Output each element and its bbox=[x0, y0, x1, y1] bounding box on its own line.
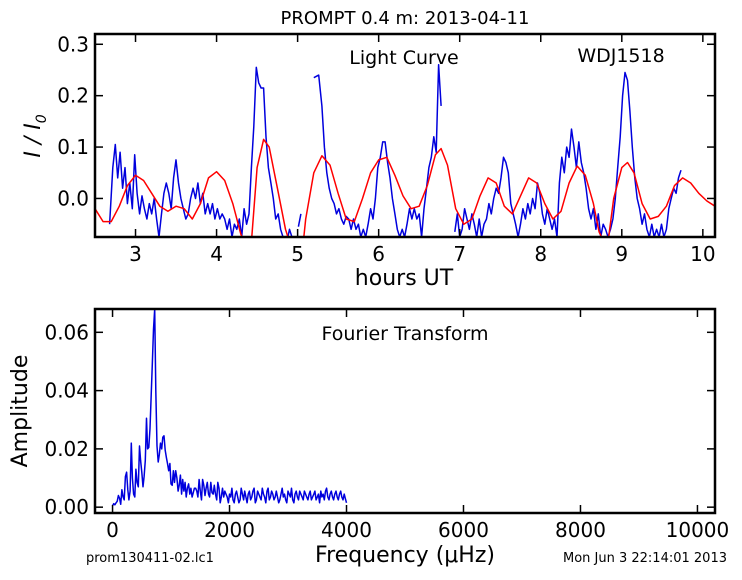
footer-left-filename: prom130411-02.lc1 bbox=[86, 551, 214, 566]
light-curve-annotation: Light Curve bbox=[349, 47, 459, 69]
figure-title: PROMPT 0.4 m: 2013-04-11 bbox=[281, 8, 530, 29]
fourier-xtick-label: 2000 bbox=[204, 518, 255, 542]
light-curve-xtick-label: 5 bbox=[291, 242, 304, 266]
light-curve-xtick-label: 7 bbox=[453, 242, 466, 266]
light-curve-xtick-label: 4 bbox=[210, 242, 223, 266]
ylabel-main: I / I bbox=[21, 123, 46, 157]
fourier-ylabel: Amplitude bbox=[8, 355, 33, 468]
fourier-series bbox=[111, 309, 348, 507]
fourier-xtick-label: 6000 bbox=[438, 518, 489, 542]
object-name-annotation: WDJ1518 bbox=[577, 45, 664, 67]
light-curve-ytick-label: 0.2 bbox=[57, 84, 89, 108]
light-curve-series-1-line-0 bbox=[95, 170, 244, 237]
light-curve-series-0-line-3 bbox=[313, 64, 442, 237]
light-curve-xtick-label: 8 bbox=[534, 242, 547, 266]
light-curve-xlabel: hours UT bbox=[355, 266, 454, 291]
light-curve-series bbox=[95, 64, 715, 237]
fourier-ytick-label: 0.02 bbox=[44, 437, 89, 461]
light-curve-series-0-line-2 bbox=[297, 213, 302, 227]
footer-right-timestamp: Mon Jun 3 22:14:01 2013 bbox=[563, 551, 727, 566]
fourier-xtick-label: 10000 bbox=[666, 518, 730, 542]
fourier-panel: 0 2000 4000 6000 8000 10000 0.00 0.02 0.04 0.06 F… bbox=[8, 307, 729, 568]
light-curve-frame bbox=[93, 32, 717, 239]
light-curve-ytick-label: 0.1 bbox=[57, 135, 89, 159]
fourier-xtick-label: 4000 bbox=[321, 518, 372, 542]
light-curve-ytick-label: 0.3 bbox=[57, 32, 89, 56]
light-curve-ylabel: I / I0 bbox=[21, 114, 50, 157]
light-curve-series-1-line-2 bbox=[303, 147, 603, 237]
fourier-xtick-label: 8000 bbox=[555, 518, 606, 542]
light-curve-xtick-label: 10 bbox=[690, 242, 715, 266]
fourier-annotation: Fourier Transform bbox=[321, 323, 488, 345]
light-curve-series-1-line-1 bbox=[251, 138, 289, 237]
light-curve-series-0-line-4 bbox=[454, 71, 682, 237]
fourier-ytick-label: 0.04 bbox=[44, 379, 89, 403]
light-curve-series-0-line-1 bbox=[287, 228, 293, 237]
light-curve-xtick-label: 9 bbox=[615, 242, 628, 266]
light-curve-xtick-label: 6 bbox=[372, 242, 385, 266]
fourier-ytick-label: 0.00 bbox=[44, 495, 89, 519]
fourier-xlabel: Frequency (μHz) bbox=[315, 543, 495, 568]
light-curve-ticks: 3 4 5 6 7 8 9 10 0.0 0.1 0.2 0.3 bbox=[57, 32, 715, 266]
fourier-ticks: 0 2000 4000 6000 8000 10000 0.00 0.02 0.04 0.06 bbox=[44, 309, 729, 542]
light-curve-panel: 3 4 5 6 7 8 9 10 0.0 0.1 0.2 0.3 Light Curve WDJ151… bbox=[21, 32, 717, 291]
light-curve-series-1-line-3 bbox=[607, 161, 715, 237]
fourier-ytick-label: 0.06 bbox=[44, 320, 89, 344]
ylabel-subscript: 0 bbox=[34, 114, 50, 123]
fourier-series-0-line-0 bbox=[111, 309, 348, 507]
svg-text:I / I0: I / I0 bbox=[21, 114, 50, 157]
light-curve-ytick-label: 0.0 bbox=[57, 186, 89, 210]
fourier-xtick-label: 0 bbox=[106, 518, 119, 542]
light-curve-series-0-line-0 bbox=[108, 66, 284, 237]
fourier-frame bbox=[93, 307, 717, 515]
light-curve-xtick-label: 3 bbox=[129, 242, 142, 266]
